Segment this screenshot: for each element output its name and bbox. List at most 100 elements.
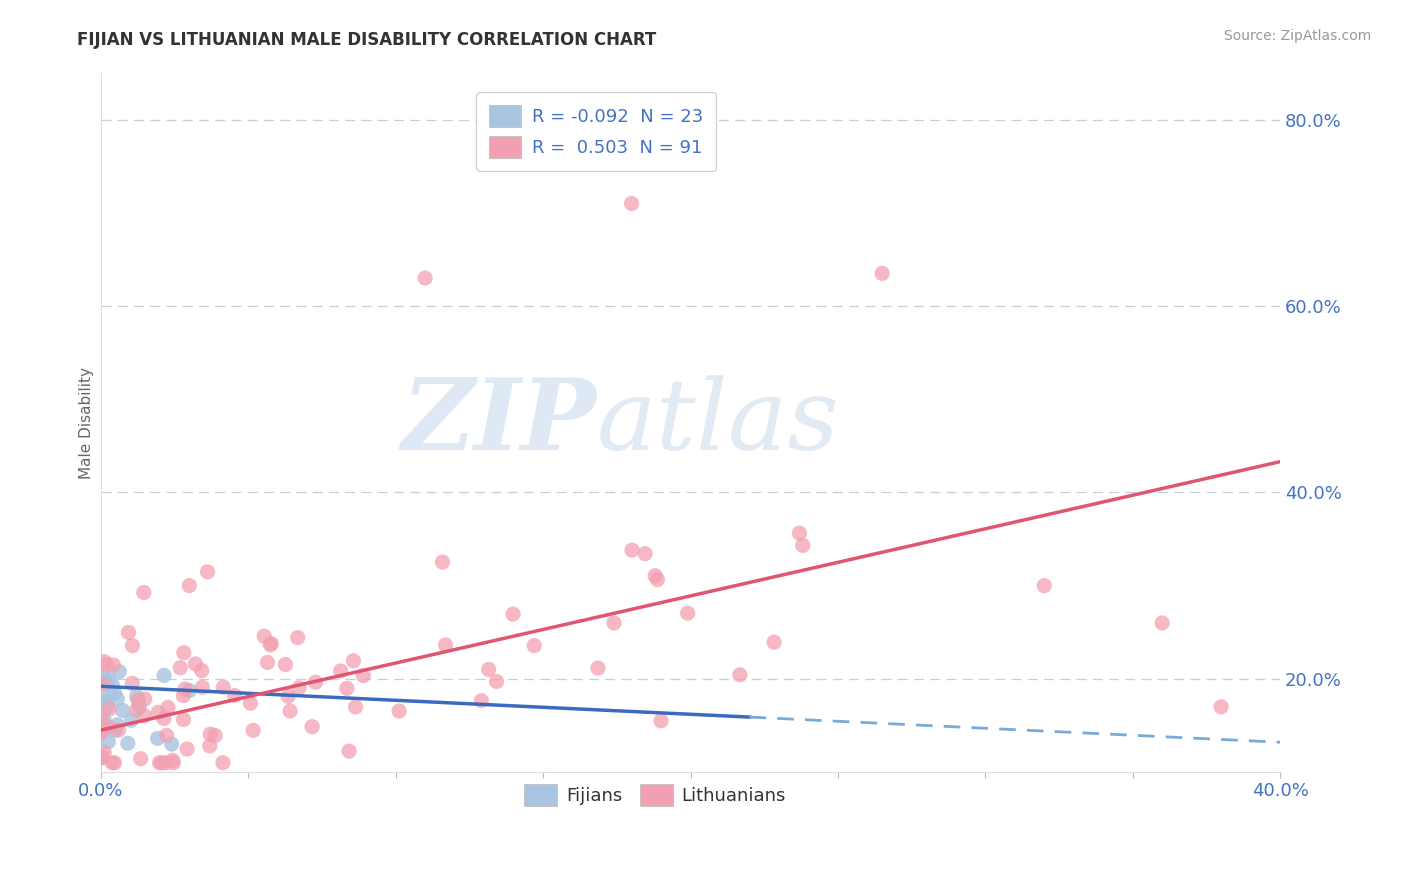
Point bbox=[179, 578, 201, 592]
Point bbox=[160, 737, 183, 751]
Point bbox=[198, 739, 221, 753]
Point bbox=[179, 683, 201, 698]
Point bbox=[650, 714, 672, 728]
Point bbox=[259, 638, 281, 652]
Point bbox=[239, 696, 262, 710]
Point bbox=[287, 631, 309, 645]
Point bbox=[162, 753, 184, 767]
Point bbox=[301, 720, 323, 734]
Point bbox=[1152, 615, 1174, 630]
Point bbox=[792, 538, 814, 552]
Point bbox=[200, 727, 222, 741]
Point bbox=[728, 667, 751, 681]
Point bbox=[91, 749, 114, 764]
Point bbox=[128, 699, 150, 714]
Point bbox=[132, 585, 155, 599]
Point bbox=[647, 573, 669, 587]
Point bbox=[620, 196, 643, 211]
Point bbox=[93, 655, 115, 669]
Point bbox=[105, 692, 128, 706]
Point bbox=[586, 661, 609, 675]
Point bbox=[93, 745, 115, 759]
Point bbox=[134, 692, 156, 706]
Point bbox=[523, 639, 546, 653]
Point bbox=[278, 704, 301, 718]
Point bbox=[153, 711, 176, 725]
Point bbox=[336, 681, 359, 696]
Point bbox=[93, 668, 115, 682]
Point bbox=[96, 657, 118, 672]
Point bbox=[260, 637, 283, 651]
Point bbox=[108, 665, 131, 679]
Point bbox=[789, 526, 811, 541]
Point bbox=[98, 702, 121, 716]
Point bbox=[870, 266, 893, 280]
Point bbox=[101, 756, 124, 770]
Point bbox=[1209, 699, 1232, 714]
Point bbox=[121, 639, 143, 653]
Point bbox=[277, 690, 299, 704]
Point bbox=[274, 657, 297, 672]
Point bbox=[162, 756, 184, 770]
Point bbox=[125, 703, 148, 717]
Point bbox=[120, 714, 142, 728]
Point bbox=[105, 718, 128, 732]
Y-axis label: Male Disability: Male Disability bbox=[79, 367, 94, 478]
Point bbox=[304, 675, 326, 690]
Point bbox=[204, 728, 226, 742]
Point bbox=[117, 736, 139, 750]
Point bbox=[603, 615, 626, 630]
Point bbox=[90, 710, 112, 724]
Point bbox=[91, 723, 114, 737]
Point bbox=[150, 756, 173, 770]
Point bbox=[107, 723, 129, 737]
Point bbox=[342, 654, 364, 668]
Point bbox=[502, 607, 524, 621]
Point bbox=[478, 662, 501, 676]
Point bbox=[98, 673, 121, 687]
Point bbox=[212, 756, 235, 770]
Point bbox=[90, 751, 112, 765]
Point bbox=[176, 742, 198, 756]
Point bbox=[174, 681, 197, 696]
Point bbox=[337, 744, 360, 758]
Legend: Fijians, Lithuanians: Fijians, Lithuanians bbox=[515, 775, 794, 815]
Point bbox=[434, 638, 457, 652]
Point bbox=[96, 694, 118, 708]
Point bbox=[242, 723, 264, 738]
Point bbox=[155, 728, 177, 742]
Point bbox=[432, 555, 454, 569]
Point bbox=[329, 664, 352, 678]
Point bbox=[352, 668, 374, 682]
Point bbox=[155, 756, 177, 770]
Text: atlas: atlas bbox=[596, 375, 839, 470]
Point bbox=[91, 677, 114, 691]
Point bbox=[103, 756, 125, 770]
Point bbox=[172, 713, 194, 727]
Point bbox=[93, 673, 115, 688]
Point bbox=[763, 635, 786, 649]
Point bbox=[676, 606, 699, 620]
Point bbox=[485, 674, 508, 689]
Point bbox=[413, 271, 436, 285]
Point bbox=[197, 565, 219, 579]
Point bbox=[621, 543, 644, 558]
Point bbox=[146, 731, 169, 746]
Point bbox=[104, 723, 127, 738]
Point bbox=[191, 681, 214, 695]
Text: FIJIAN VS LITHUANIAN MALE DISABILITY CORRELATION CHART: FIJIAN VS LITHUANIAN MALE DISABILITY COR… bbox=[77, 31, 657, 49]
Point bbox=[253, 629, 276, 643]
Point bbox=[125, 690, 148, 704]
Point bbox=[470, 693, 492, 707]
Point bbox=[173, 646, 195, 660]
Point bbox=[97, 720, 120, 734]
Point bbox=[190, 664, 212, 678]
Point bbox=[101, 678, 124, 692]
Point bbox=[127, 693, 149, 707]
Point bbox=[224, 689, 246, 703]
Point bbox=[117, 625, 139, 640]
Point bbox=[212, 680, 235, 694]
Point bbox=[148, 756, 170, 770]
Point bbox=[90, 726, 112, 740]
Point bbox=[388, 704, 411, 718]
